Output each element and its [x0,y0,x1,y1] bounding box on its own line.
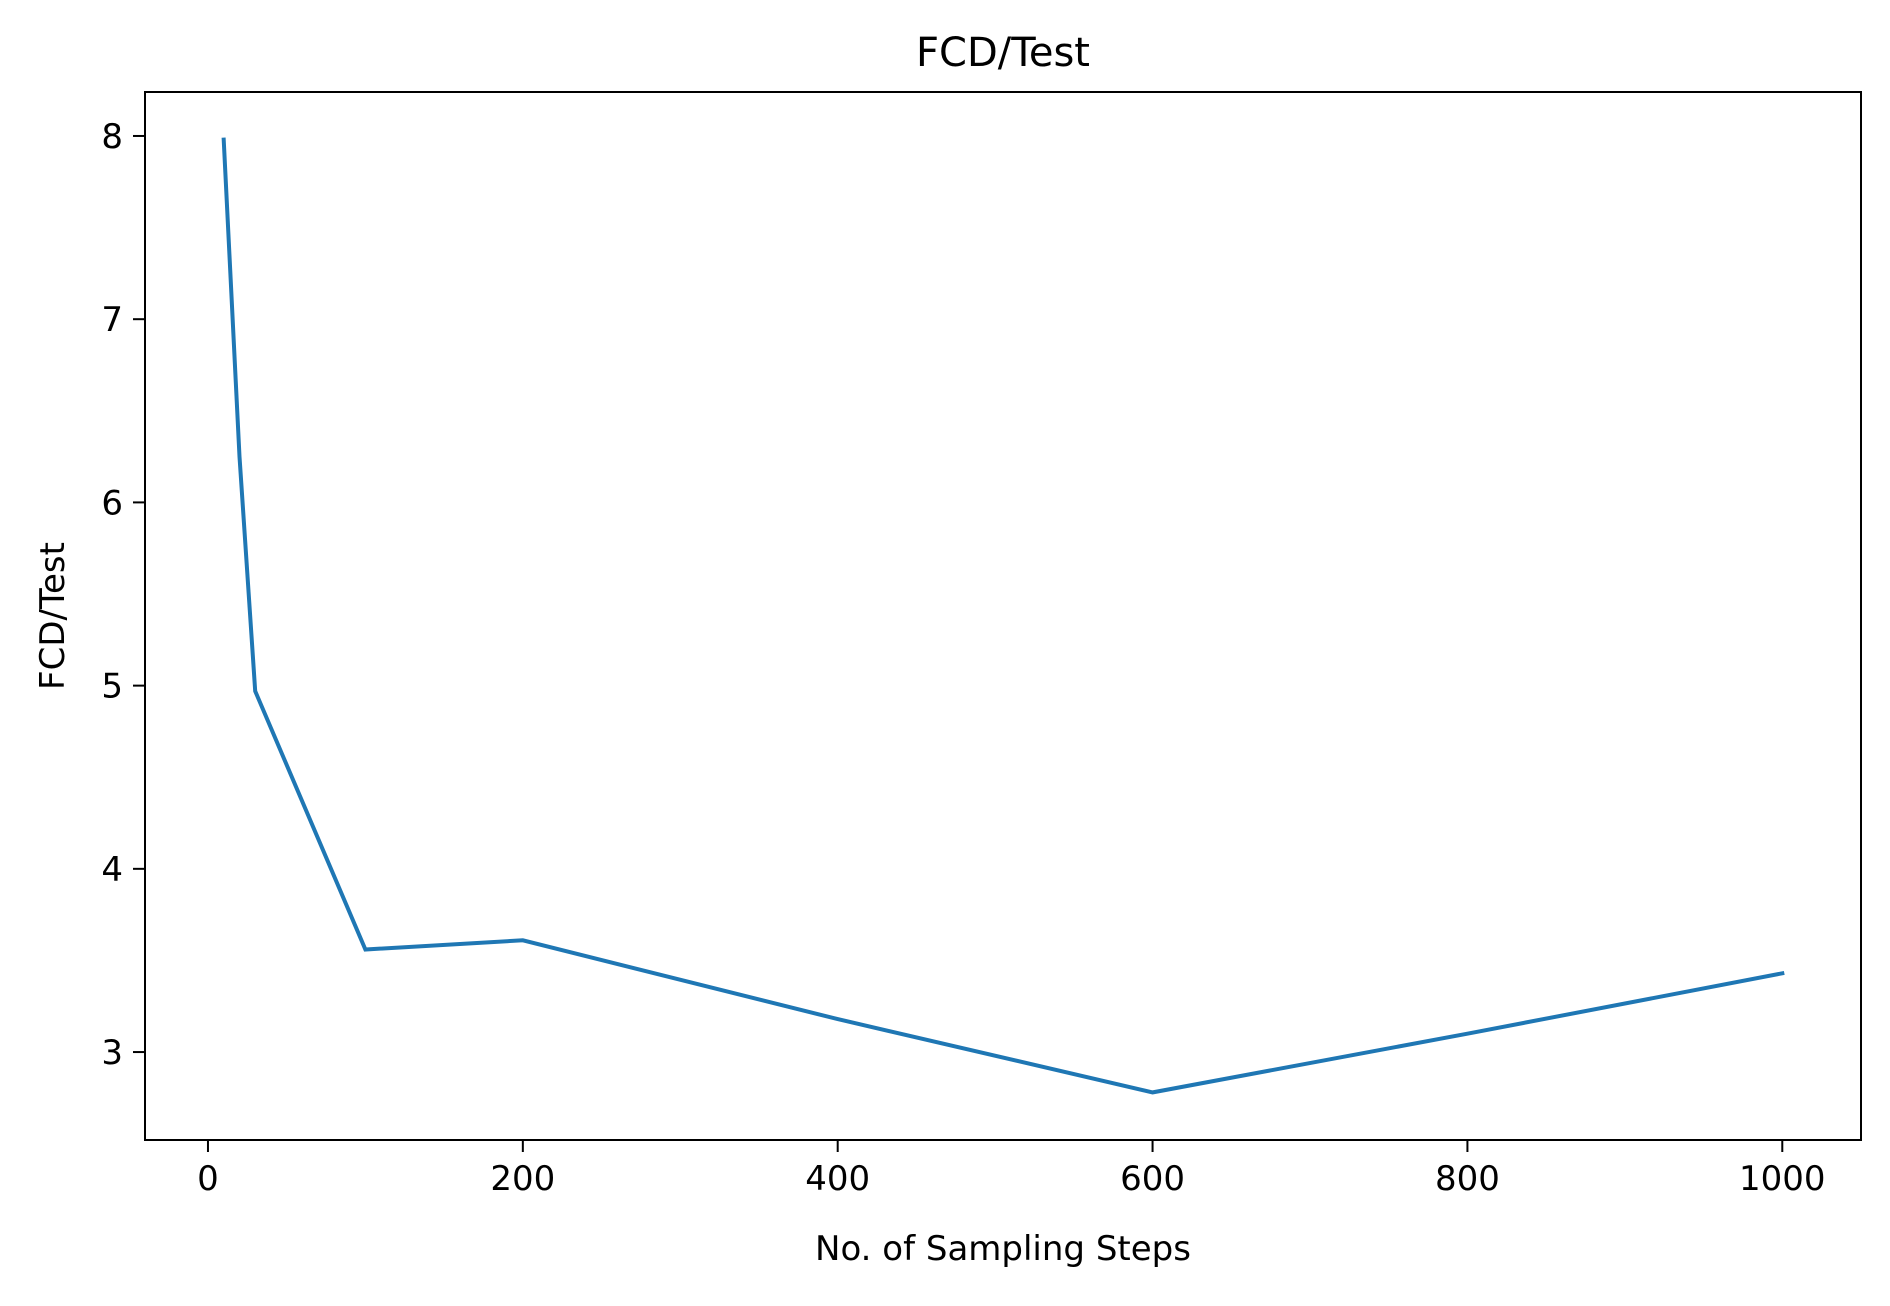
y-tick-label: 7 [101,300,123,340]
series-line-0 [221,137,1785,1095]
y-tick-label: 4 [101,850,123,890]
plot-area-frame [144,91,1862,1141]
series-layer [221,137,1785,1095]
x-axis: 0 200 400 600 800 1000 [197,1140,1826,1199]
x-tick-label: 800 [1435,1159,1500,1199]
x-tick-label: 400 [805,1159,870,1199]
chart-title: FCD/Test [916,30,1090,76]
y-tick-label: 8 [101,117,123,157]
x-tick-label: 0 [197,1159,219,1199]
y-tick-label: 6 [101,483,123,523]
x-axis-label: No. of Sampling Steps [815,1229,1191,1269]
x-tick-label: 600 [1120,1159,1185,1199]
y-tick-label: 3 [101,1033,123,1073]
y-axis-label: FCD/Test [33,542,73,690]
x-tick-label: 200 [490,1159,555,1199]
x-tick-label: 1000 [1739,1159,1826,1199]
y-tick-label: 5 [101,667,123,707]
y-axis: 3 4 5 6 7 8 [101,117,145,1073]
